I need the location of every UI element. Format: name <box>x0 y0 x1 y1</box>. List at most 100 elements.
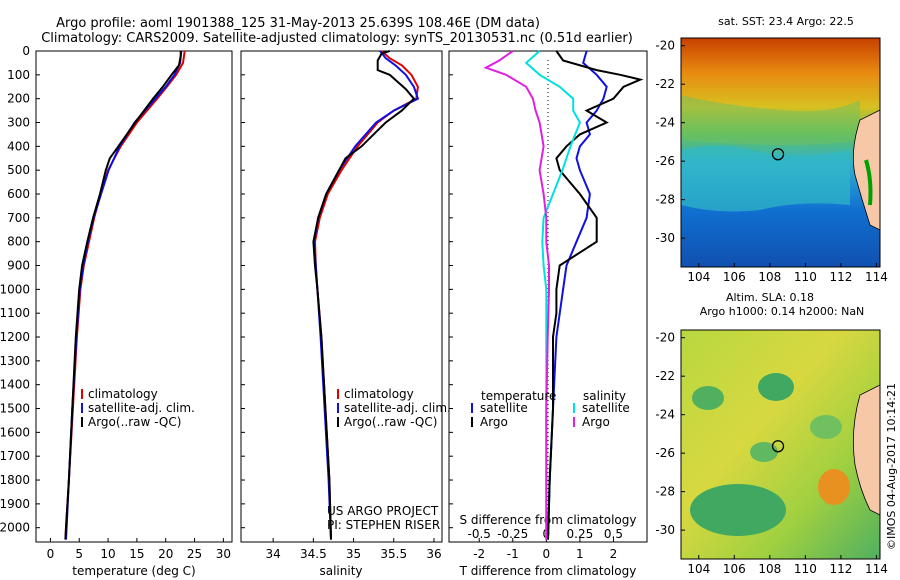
legend-label: Argo <box>480 415 508 429</box>
y-tick-label: 700 <box>7 211 30 225</box>
map-x-tick-label: 110 <box>794 270 817 284</box>
series-line-satellite <box>524 50 582 540</box>
series-line-satellite-adj-clim- <box>65 50 183 540</box>
legend-title: salinity <box>583 389 626 403</box>
map-y-tick-label: -20 <box>655 331 675 345</box>
map-y-tick-label: -30 <box>655 523 675 537</box>
y-tick-label: 1300 <box>0 354 30 368</box>
t-diff-xlabel: T difference from climatology <box>459 564 637 578</box>
legend-label: Argo <box>582 415 610 429</box>
y-tick-label: 1400 <box>0 378 30 392</box>
series-line-climatology <box>313 50 419 540</box>
series-line-argo <box>483 50 550 540</box>
sst-frame <box>680 37 881 268</box>
y-tick-label: 1200 <box>0 330 30 344</box>
legend-label: climatology <box>88 387 158 401</box>
map-x-tick-label: 114 <box>865 562 888 576</box>
map-y-tick-label: -28 <box>655 485 675 499</box>
legend-label: climatology <box>344 387 414 401</box>
temperature-panel: temperature (deg C) 01002003004005006007… <box>0 44 233 578</box>
sst-blob <box>681 145 850 212</box>
map-y-tick-label: -24 <box>655 116 675 130</box>
series-line-argo-raw-qc- <box>64 51 182 540</box>
legend-label: Argo(..raw -QC) <box>344 415 437 429</box>
sla-blob <box>692 386 724 410</box>
legend-label: satellite <box>582 401 630 415</box>
series-line-argo-raw-qc- <box>312 50 416 540</box>
map-x-tick-label: 106 <box>723 270 746 284</box>
sla-title: Altim. SLA: 0.18 <box>726 291 814 304</box>
series-line-climatology <box>64 50 186 540</box>
y-tick-label: 500 <box>7 163 30 177</box>
y-tick-label: 1000 <box>0 282 30 296</box>
sst-title: sat. SST: 23.4 Argo: 22.5 <box>718 15 854 28</box>
x-tick-label: 15 <box>129 547 144 561</box>
project-line1: US ARGO PROJECT <box>327 504 439 518</box>
legend-label: Argo(..raw -QC) <box>88 415 181 429</box>
sla-blob <box>758 373 794 401</box>
x-tick-label: 0 <box>47 547 55 561</box>
difference-frame <box>448 50 648 543</box>
sla-frame <box>680 329 881 560</box>
y-tick-label: 1800 <box>0 473 30 487</box>
legend-label: satellite-adj. clim. <box>88 401 195 415</box>
map-y-tick-label: -26 <box>655 446 675 460</box>
s-tick-label: -0.5 <box>467 527 490 541</box>
x-tick-label: 20 <box>158 547 173 561</box>
y-tick-label: 0 <box>22 44 30 58</box>
sla-blob <box>690 484 786 536</box>
map-x-tick-label: 110 <box>794 562 817 576</box>
sst-blob <box>681 95 860 145</box>
s-tick-label: 0.25 <box>567 527 594 541</box>
sla-subtitle: Argo h1000: 0.14 h2000: NaN <box>700 305 865 318</box>
s-tick-label: 0.5 <box>604 527 623 541</box>
x-tick-label: 30 <box>216 547 231 561</box>
sla-land <box>852 384 881 516</box>
x-tick-label: 36 <box>426 547 441 561</box>
argo-location-marker <box>771 440 785 453</box>
sla-blob <box>818 469 850 505</box>
y-tick-label: 600 <box>7 187 30 201</box>
map-x-tick-label: 108 <box>758 562 781 576</box>
legend-title: temperature <box>481 389 556 403</box>
map-x-tick-label: 114 <box>865 270 888 284</box>
map-x-tick-label: 106 <box>723 562 746 576</box>
map-x-tick-label: 104 <box>687 562 710 576</box>
difference-panel: T difference from climatology S differen… <box>448 50 648 578</box>
x-tick-label: 35.5 <box>380 547 407 561</box>
x-tick-label: 35 <box>346 547 361 561</box>
header-line2: Climatology: CARS2009. Satellite-adjuste… <box>41 31 633 46</box>
map-y-tick-label: -30 <box>655 231 675 245</box>
map-x-tick-label: 112 <box>829 562 852 576</box>
x-tick-label: 0 <box>543 547 551 561</box>
y-tick-label: 1500 <box>0 402 30 416</box>
x-tick-label: 34.5 <box>300 547 327 561</box>
legend-label: satellite <box>480 401 528 415</box>
map-y-tick-label: -22 <box>655 369 675 383</box>
legend-label: satellite-adj. clim. <box>344 401 451 415</box>
map-x-tick-label: 104 <box>687 270 710 284</box>
header-line1: Argo profile: aoml 1901388_125 31-May-20… <box>56 16 540 31</box>
map-y-tick-label: -20 <box>655 39 675 53</box>
sla-blob <box>750 442 778 462</box>
x-tick-label: 10 <box>100 547 115 561</box>
salinity-xlabel: salinity <box>319 564 362 578</box>
y-tick-label: 200 <box>7 92 30 106</box>
temperature-xlabel: temperature (deg C) <box>72 564 195 578</box>
y-tick-label: 900 <box>7 259 30 273</box>
s-tick-label: -0.25 <box>497 527 528 541</box>
series-line-satellite <box>547 50 608 540</box>
y-tick-label: 1100 <box>0 306 30 320</box>
map-x-tick-label: 108 <box>758 270 781 284</box>
y-tick-label: 1900 <box>0 497 30 511</box>
y-tick-label: 300 <box>7 116 30 130</box>
sst-coast-green <box>864 159 873 206</box>
y-tick-label: 800 <box>7 235 30 249</box>
y-tick-label: 2000 <box>0 521 30 535</box>
y-tick-label: 1600 <box>0 425 30 439</box>
x-tick-label: 1 <box>576 547 584 561</box>
map-y-tick-label: -24 <box>655 408 675 422</box>
x-tick-label: 25 <box>187 547 202 561</box>
x-tick-label: 2 <box>610 547 618 561</box>
